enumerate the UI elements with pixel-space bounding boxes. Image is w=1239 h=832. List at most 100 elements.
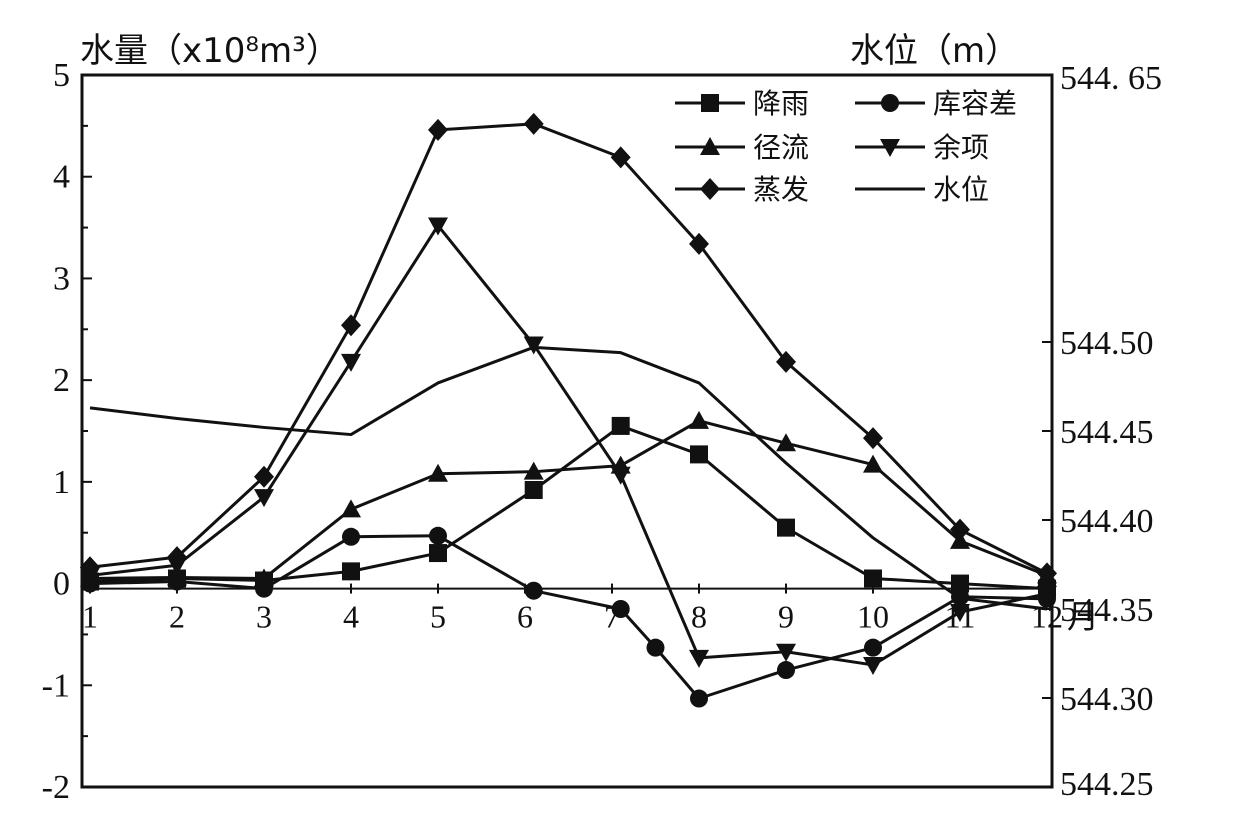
data-point (690, 445, 708, 464)
data-point (863, 427, 883, 450)
data-point (428, 463, 448, 482)
data-point (523, 112, 544, 135)
legend-label: 库容差 (933, 87, 1017, 120)
series-蒸发 (80, 112, 1057, 585)
data-point (1037, 585, 1057, 604)
right-tick-label: 544.35 (1060, 592, 1154, 629)
x-tick-label: 9 (778, 599, 794, 635)
series-group (80, 112, 1057, 708)
data-point (167, 567, 187, 586)
x-tick-label: 3 (256, 599, 272, 635)
legend-item: 径流 (675, 131, 809, 164)
legend-label: 降雨 (753, 87, 809, 120)
left-axis-ticks: 5 4 3 2 1 0 -1 -2 (42, 57, 92, 806)
series-line (89, 424, 1048, 591)
left-tick-label: -2 (42, 769, 70, 806)
data-point (776, 643, 796, 662)
legend-label: 蒸发 (753, 173, 809, 206)
data-point (254, 568, 274, 587)
data-point (777, 518, 795, 537)
right-axis-ticks: 544. 65 544.50 544.45 544.40 544.35 544.30 544… (1042, 60, 1162, 803)
data-point (777, 661, 795, 680)
legend-label: 余项 (933, 131, 989, 164)
x-axis-unit: 月 (1067, 599, 1099, 635)
data-point (342, 562, 360, 581)
data-point (167, 546, 187, 569)
data-point (864, 569, 882, 588)
legend-item: 水位 (855, 173, 989, 206)
x-tick-label: 10 (857, 599, 889, 635)
x-tick-label: 6 (517, 599, 533, 635)
x-tick-label: 2 (169, 599, 185, 635)
data-point (690, 689, 708, 708)
data-point (863, 656, 883, 675)
series-line (89, 345, 1048, 611)
data-point (689, 232, 709, 255)
legend-swatch-marker (701, 94, 719, 112)
data-point (776, 433, 796, 452)
data-point (254, 489, 274, 508)
data-point (950, 518, 970, 541)
data-point (776, 350, 796, 373)
data-point (610, 466, 631, 485)
data-point (611, 600, 630, 618)
plot-frame (80, 73, 1054, 789)
legend-label: 径流 (753, 131, 809, 164)
data-point (254, 465, 274, 488)
legend-item: 降雨 (675, 87, 809, 120)
data-point (341, 314, 361, 337)
data-point (80, 556, 100, 579)
data-point (429, 544, 447, 563)
series-径流 (80, 410, 1057, 587)
series-水位 (89, 345, 1048, 611)
left-tick-label: 5 (53, 57, 70, 94)
left-tick-label: 1 (53, 464, 70, 501)
data-point (342, 527, 360, 546)
data-point (610, 146, 631, 169)
legend-item: 库容差 (855, 87, 1017, 120)
data-point (341, 499, 361, 518)
left-tick-label: -1 (42, 667, 70, 704)
data-point (1037, 562, 1057, 585)
right-tick-label: 544.25 (1060, 766, 1154, 803)
right-tick-label: 544.50 (1060, 325, 1154, 362)
series-余项 (80, 217, 1057, 675)
data-point (950, 604, 970, 623)
data-point (429, 526, 447, 545)
data-point (689, 410, 709, 429)
x-axis-ticks: 123456789101112月 (82, 583, 1099, 635)
plot-border (80, 73, 1054, 789)
data-point (524, 480, 543, 499)
data-point (611, 416, 630, 435)
data-point (523, 461, 544, 480)
x-tick-label: 1 (82, 599, 98, 635)
x-tick-label: 8 (691, 599, 707, 635)
x-tick-label: 4 (343, 599, 359, 635)
data-point (864, 638, 882, 657)
data-point (428, 118, 448, 141)
legend-swatch-marker (700, 178, 720, 200)
left-axis-title: 水量（x10⁸m³） (80, 31, 340, 71)
right-axis-title: 水位（m） (850, 31, 1019, 71)
left-tick-label: 3 (53, 260, 70, 297)
series-库容差 (81, 526, 1056, 708)
right-tick-label: 544.40 (1060, 503, 1154, 540)
data-point (524, 581, 543, 600)
data-point (646, 638, 665, 657)
left-tick-label: 4 (53, 159, 70, 196)
data-point (951, 574, 969, 593)
x-tick-label: 5 (430, 599, 446, 635)
legend-label: 水位 (933, 173, 989, 206)
right-tick-label: 544.30 (1060, 681, 1154, 718)
series-line (89, 122, 1048, 575)
left-tick-label: 2 (53, 362, 70, 399)
series-降雨 (81, 416, 1056, 598)
legend-swatch-marker (700, 137, 720, 155)
data-point (428, 217, 448, 236)
legend-item: 蒸发 (675, 173, 809, 206)
legend-swatch-marker (881, 94, 899, 112)
series-line (89, 419, 1048, 580)
legend-item: 余项 (855, 131, 989, 164)
